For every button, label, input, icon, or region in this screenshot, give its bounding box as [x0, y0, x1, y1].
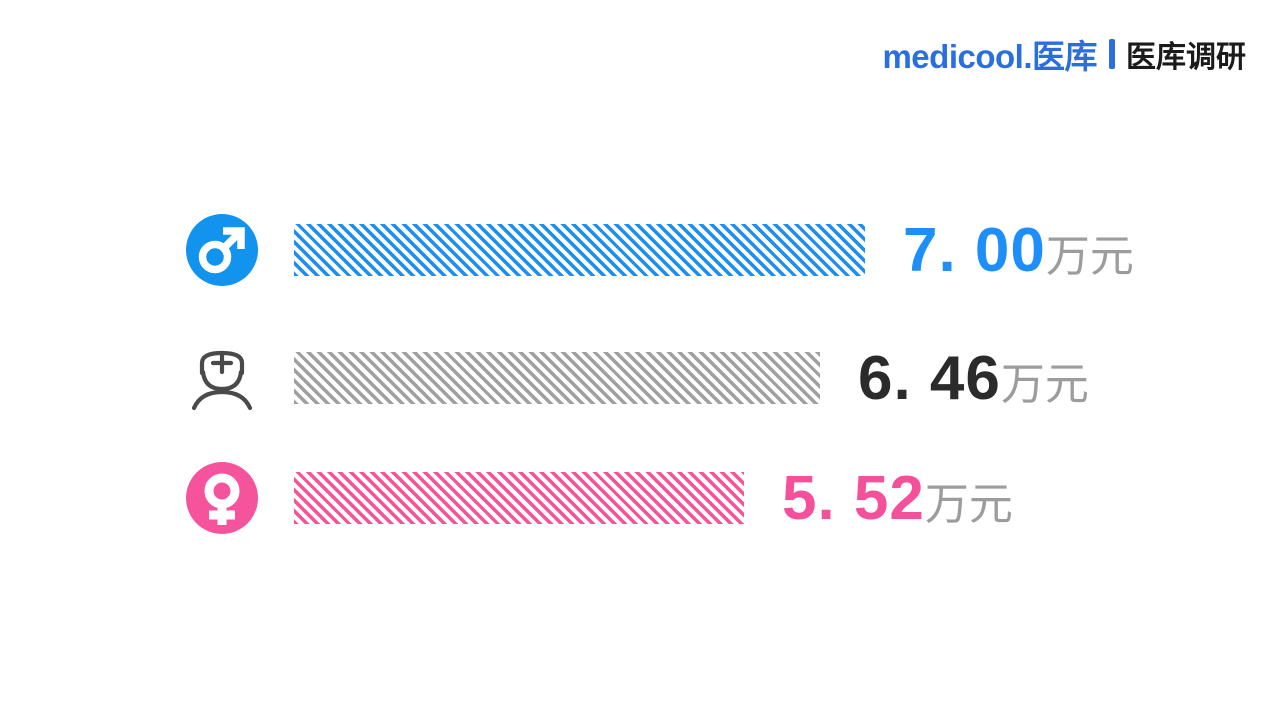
medicool-logo: medicool.医库 [882, 38, 1097, 75]
chart-row-male: 7. 00 万元 [186, 214, 1134, 286]
brand-tagline: 医库调研 [1126, 41, 1246, 74]
bar-male [294, 224, 865, 276]
value-number: 5. 52 [782, 463, 925, 533]
chart-row-doctor: 6. 46 万元 [186, 342, 1089, 414]
value-unit: 万元 [1045, 231, 1134, 281]
male-icon [186, 214, 258, 286]
value-number: 6. 46 [858, 343, 1001, 413]
value-female: 5. 52 万元 [782, 463, 1013, 534]
bar-doctor [294, 352, 820, 404]
value-unit: 万元 [924, 479, 1013, 529]
bar-female [294, 472, 744, 524]
value-unit: 万元 [1000, 359, 1089, 409]
female-icon [186, 462, 258, 534]
brand-divider [1109, 39, 1115, 69]
value-doctor: 6. 46 万元 [858, 343, 1089, 414]
doctor-icon [186, 342, 258, 414]
value-number: 7. 00 [903, 215, 1046, 285]
value-male: 7. 00 万元 [903, 215, 1134, 286]
chart-row-female: 5. 52 万元 [186, 462, 1013, 534]
brand-header: medicool.医库 医库调研 [882, 30, 1246, 78]
